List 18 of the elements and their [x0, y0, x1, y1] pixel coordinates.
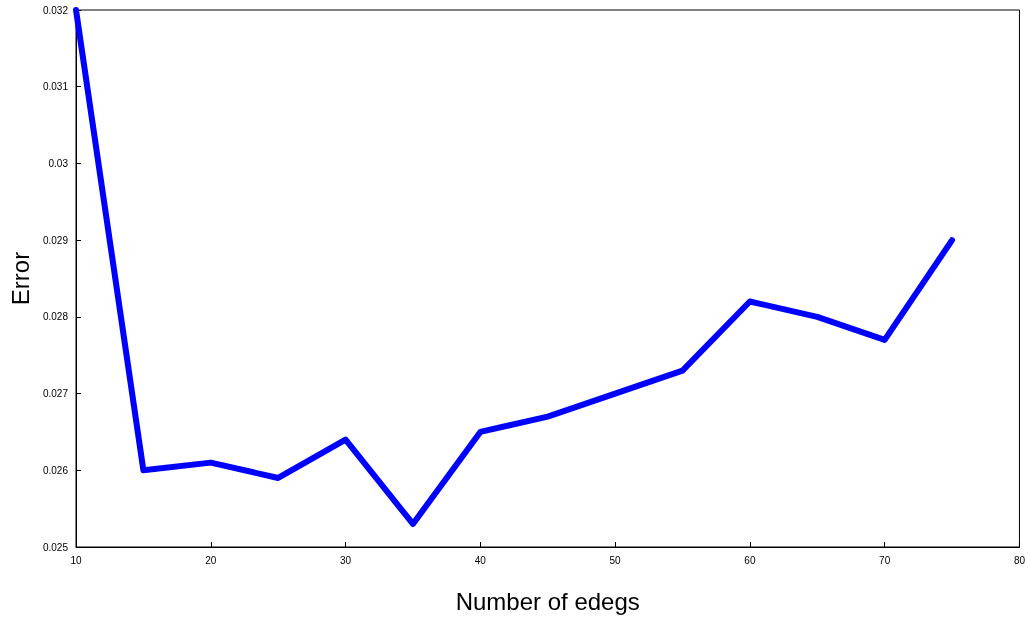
x-axis-title: Number of edegs — [455, 587, 640, 615]
y-tick-label: 0.026 — [42, 464, 69, 476]
y-tick-label: 0.032 — [42, 4, 69, 16]
y-tick-label: 0.031 — [42, 81, 69, 93]
y-tick-label: 0.03 — [48, 157, 69, 169]
x-tick-label: 80 — [1013, 554, 1026, 566]
x-tick-label: 60 — [744, 554, 756, 566]
x-tick-label: 10 — [70, 554, 82, 566]
y-tick-label: 0.025 — [42, 541, 69, 553]
x-tick-label: 30 — [339, 554, 352, 566]
y-axis-title: Error — [6, 251, 34, 306]
y-tick-label: 0.029 — [42, 234, 69, 246]
y-tick-label: 0.028 — [42, 311, 69, 323]
x-tick-label: 20 — [205, 554, 217, 566]
x-tick-label: 40 — [474, 554, 487, 566]
x-tick-label: 70 — [879, 554, 891, 566]
y-tick-label: 0.027 — [42, 388, 69, 400]
x-tick-label: 50 — [609, 554, 622, 566]
